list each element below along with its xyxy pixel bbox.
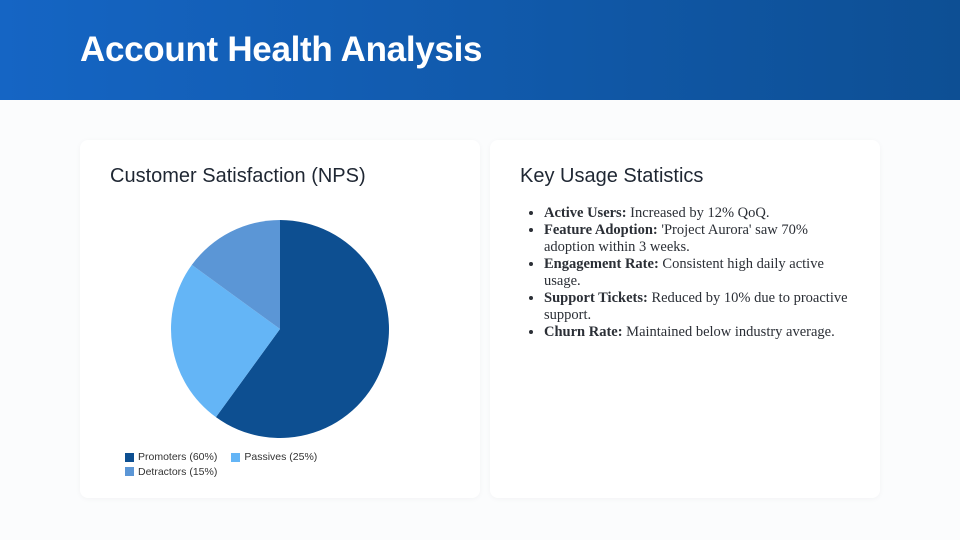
- nps-card: Customer Satisfaction (NPS) Promoters (6…: [80, 140, 480, 498]
- legend-swatch: [125, 452, 134, 462]
- list-item: Feature Adoption: 'Project Aurora' saw 7…: [544, 222, 856, 256]
- item-text: Consistent high daily active usage.: [544, 256, 824, 289]
- legend-swatch: [125, 467, 134, 476]
- chart-legend: Promoters (60%) Passives (25%) Detractors …: [125, 450, 355, 479]
- list-item: Active Users: Increased by 12% QoQ.: [544, 205, 856, 222]
- nps-title: Customer Satisfaction (NPS): [110, 165, 366, 187]
- usage-stats-title: Key Usage Statistics: [520, 165, 704, 187]
- header-banner: Account Health Analysis: [0, 0, 960, 100]
- item-text: Maintained below industry average.: [622, 324, 835, 340]
- item-text: Increased by 12% QoQ.: [626, 205, 770, 221]
- legend-label: Detractors (15%): [138, 465, 218, 478]
- usage-stats-list: Active Users: Increased by 12% QoQ. Feat…: [526, 205, 856, 341]
- legend-item-detractors: Detractors (15%): [125, 465, 217, 479]
- pie-slice-passives: [171, 264, 280, 418]
- list-item: Churn Rate: Maintained below industry av…: [544, 324, 856, 341]
- pie-slice-promoters: [215, 220, 389, 438]
- list-item: Support Tickets: Reduced by 10% due to p…: [544, 290, 856, 324]
- item-label: Feature Adoption:: [544, 222, 658, 238]
- nps-pie-chart: [171, 220, 389, 438]
- item-label: Support Tickets:: [544, 290, 648, 306]
- usage-stats-card: Key Usage Statistics Active Users: Incre…: [490, 140, 880, 498]
- legend-item-promoters: Promoters (60%): [125, 450, 217, 464]
- item-label: Engagement Rate:: [544, 256, 659, 272]
- item-text: Reduced by 10% due to proactive support.: [544, 290, 848, 323]
- legend-label: Passives (25%): [244, 451, 318, 463]
- item-label: Churn Rate:: [544, 324, 623, 340]
- pie-slice-detractors: [191, 220, 280, 329]
- legend-swatch: [231, 452, 241, 462]
- legend-label: Promoters (60%): [138, 451, 218, 463]
- page-title: Account Health Analysis: [80, 30, 483, 69]
- item-text: 'Project Aurora' saw 70% adoption within…: [544, 222, 808, 255]
- item-label: Active Users:: [544, 205, 627, 221]
- list-item: Engagement Rate: Consistent high daily a…: [544, 256, 856, 290]
- legend-item-passives: Passives (25%): [231, 450, 317, 464]
